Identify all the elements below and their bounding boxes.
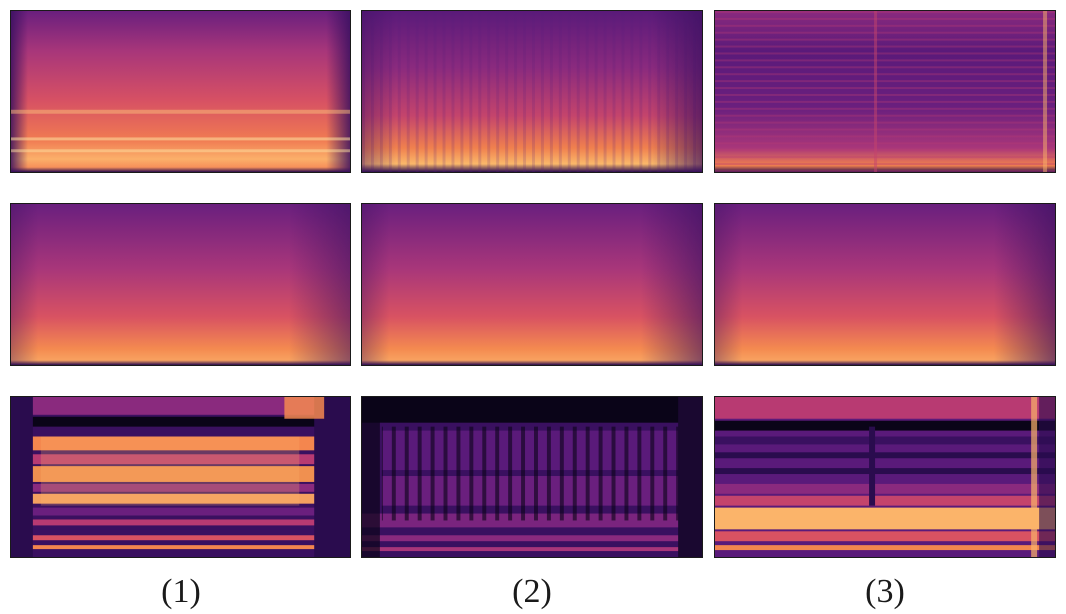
panel-row1-col3 [714, 10, 1056, 173]
spectrogram-r1c2 [362, 11, 702, 172]
panel-row1-col1 [10, 10, 351, 173]
panel-row1-col2 [361, 10, 703, 173]
spectrogram-r3c2 [362, 397, 702, 557]
panel-row2-col1 [10, 203, 351, 366]
panel-row2-col3 [714, 203, 1056, 366]
column-label-3: (3) [865, 573, 905, 610]
spectrogram-r2c2 [362, 204, 702, 365]
column-label-1: (1) [161, 573, 201, 610]
spectrogram-r2c3 [715, 204, 1055, 365]
panel-row3-col3 [714, 396, 1056, 558]
spectrogram-r1c1 [11, 11, 350, 172]
panel-row3-col1 [10, 396, 351, 558]
spectrogram-r1c3 [715, 11, 1055, 172]
panel-row3-col2 [361, 396, 703, 558]
spectrogram-r3c1 [11, 397, 350, 557]
panel-row2-col2 [361, 203, 703, 366]
column-label-2: (2) [512, 573, 552, 610]
spectrogram-r2c1 [11, 204, 350, 365]
spectrogram-r3c3 [715, 397, 1055, 557]
